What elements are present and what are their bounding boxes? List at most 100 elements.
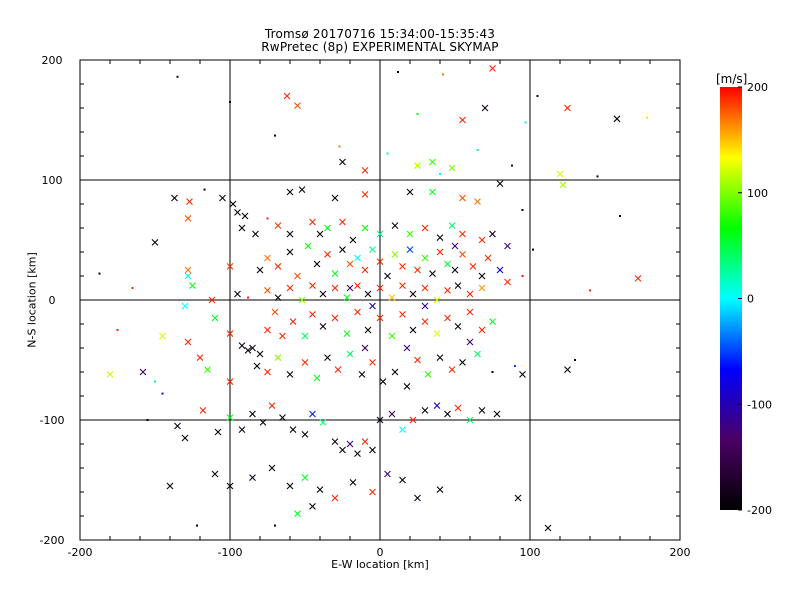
data-point-cross [403, 344, 411, 352]
data-point-cross [313, 374, 321, 382]
data-point-cross [384, 272, 391, 280]
data-point-dot [536, 95, 539, 97]
y-tick-label: -200 [40, 534, 65, 547]
y-tick-label: 200 [42, 54, 63, 67]
data-point-cross [379, 378, 387, 385]
data-point-cross [436, 354, 444, 361]
data-point-cross [361, 344, 369, 352]
data-point-dot [416, 113, 419, 115]
data-point-dot [524, 121, 527, 124]
data-point-cross [226, 378, 234, 385]
data-point-cross [369, 246, 376, 253]
x-tick-label: 0 [377, 546, 384, 559]
data-point-cross [448, 222, 456, 229]
data-point-cross [354, 450, 361, 457]
colorbar-tick-label: -200 [747, 504, 772, 517]
data-point-cross [361, 167, 369, 174]
data-point-cross [403, 383, 411, 390]
data-point-dot [476, 149, 479, 151]
data-point-cross [384, 470, 391, 478]
data-point-dot [274, 134, 276, 137]
data-point-cross [466, 338, 474, 346]
data-point-cross [454, 404, 462, 412]
data-point-cross [298, 296, 306, 304]
data-point-cross [459, 230, 466, 238]
data-point-cross [301, 474, 309, 481]
data-point-cross [316, 230, 324, 238]
data-point-cross [238, 426, 246, 433]
data-point-cross [421, 302, 429, 310]
x-tick-label: 200 [670, 546, 691, 559]
data-point-cross [444, 410, 451, 418]
data-point-cross [309, 410, 316, 418]
data-point-cross [444, 287, 451, 294]
data-point-cross [234, 290, 241, 298]
data-point-cross [324, 251, 331, 258]
data-point-dot [338, 145, 341, 148]
data-point-cross [289, 318, 297, 325]
data-point-cross [436, 248, 444, 256]
data-point-dot [397, 71, 399, 73]
data-point-cross [484, 254, 492, 262]
data-point-cross [444, 314, 451, 322]
data-point-dot [511, 164, 513, 167]
data-point-cross [399, 311, 406, 318]
data-point-cross [544, 524, 552, 532]
data-point-cross [436, 486, 444, 493]
data-point-cross [196, 354, 204, 361]
data-point-cross [406, 230, 414, 238]
data-point-cross [564, 104, 571, 112]
data-point-dot [491, 371, 494, 373]
data-point-cross [343, 330, 351, 337]
data-point-dot [646, 116, 648, 119]
data-point-cross [249, 410, 256, 418]
data-point-dot [442, 73, 444, 76]
data-point-cross [249, 344, 256, 352]
data-point-cross [346, 440, 354, 448]
data-point-dot [161, 392, 164, 395]
data-point-cross [414, 494, 421, 502]
data-point-cross [369, 446, 376, 454]
data-point-cross [424, 371, 432, 378]
data-point-cross [264, 326, 271, 334]
data-point-cross [159, 332, 166, 340]
data-point-cross [376, 416, 384, 424]
data-point-dot [176, 75, 179, 78]
data-point-cross [493, 410, 501, 418]
data-point-cross [354, 282, 361, 289]
data-point-cross [226, 263, 234, 270]
data-point-cross [478, 407, 486, 414]
data-point-dot [574, 359, 576, 361]
data-point-dot [521, 209, 524, 211]
data-point-cross [448, 164, 456, 172]
data-point-cross [189, 282, 196, 289]
data-point-cross [429, 158, 436, 166]
data-point-cross [279, 414, 286, 421]
data-point-dot [266, 217, 269, 220]
data-point-cross [274, 354, 282, 361]
data-point-cross [459, 116, 466, 124]
data-point-cross [294, 510, 301, 517]
data-point-cross [286, 371, 294, 378]
data-point-cross [444, 260, 451, 268]
data-point-cross [346, 350, 354, 358]
data-point-cross [283, 92, 291, 100]
colorbar-tick-label: 100 [747, 187, 768, 200]
data-point-cross [219, 194, 226, 202]
data-point-cross [399, 476, 406, 484]
data-point-cross [409, 290, 417, 298]
data-point-cross [519, 371, 526, 378]
data-point-cross [334, 366, 342, 373]
data-point-cross [171, 194, 178, 202]
data-point-cross [279, 332, 286, 340]
data-point-cross [349, 479, 357, 486]
data-point-cross [184, 338, 192, 346]
x-tick-label: -200 [68, 546, 93, 559]
data-point-cross [309, 282, 316, 289]
data-point-cross [204, 366, 211, 373]
data-point-cross [361, 191, 369, 198]
data-point-cross [388, 332, 396, 340]
data-point-cross [309, 218, 316, 226]
data-point-cross [556, 170, 564, 178]
